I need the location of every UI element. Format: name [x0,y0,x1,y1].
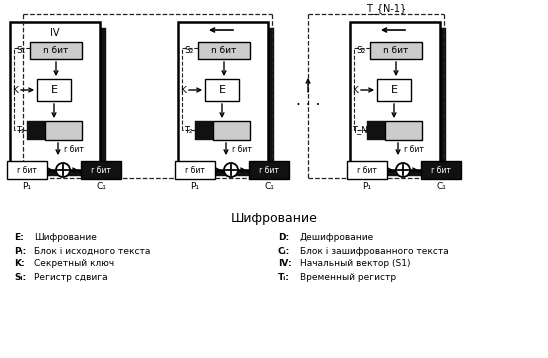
Text: T_{N-1}: T_{N-1} [366,4,406,14]
Text: E: E [50,85,58,95]
Text: n бит: n бит [212,45,237,54]
Text: r бит: r бит [64,145,84,154]
Bar [10,22,100,170]
Text: IV: IV [50,28,60,38]
Text: IV:: IV: [278,260,292,268]
Text: Временный регистр: Временный регистр [300,272,396,281]
Bar [16,170,106,176]
Text: S₂: S₂ [356,45,366,54]
Text: K:: K: [14,260,25,268]
Text: Pᵢ:: Pᵢ: [14,247,26,256]
Text: r бит: r бит [185,165,205,174]
Text: Sᵢ:: Sᵢ: [14,272,26,281]
Bar [268,28,274,176]
Text: K: K [352,86,358,95]
Bar [347,161,387,179]
Bar [7,161,47,179]
Bar [27,121,45,140]
Text: S₁: S₁ [16,45,26,54]
Text: n бит: n бит [43,45,68,54]
Text: P₁: P₁ [362,182,372,190]
Bar [37,79,71,101]
Text: E: E [219,85,225,95]
Bar [370,42,422,59]
Bar [198,42,250,59]
Text: D:: D: [278,233,289,242]
Text: r бит: r бит [91,165,111,174]
Text: Начальный вектор (S1): Начальный вектор (S1) [300,260,410,268]
Text: Cᵢ:: Cᵢ: [278,247,290,256]
Text: · · ·: · · · [296,97,320,112]
Bar [30,42,82,59]
Text: K: K [180,86,186,95]
Bar [377,79,411,101]
Text: Дешифрование: Дешифрование [300,233,374,242]
Bar [356,170,446,176]
Text: P₁: P₁ [22,182,31,190]
Text: r бит: r бит [431,165,451,174]
Circle shape [224,163,238,177]
Text: Секретный ключ: Секретный ключ [34,260,114,268]
Bar [45,121,82,140]
Bar [249,161,289,179]
Bar [421,161,461,179]
Text: Блок i зашифрованного текста: Блок i зашифрованного текста [300,247,449,256]
Text: S₂: S₂ [184,45,193,54]
Text: n бит: n бит [383,45,409,54]
Bar [350,22,440,170]
Text: T₂: T₂ [184,126,192,135]
Bar [440,28,446,176]
Text: T_N: T_N [352,126,368,135]
Bar [385,121,422,140]
Bar [367,121,385,140]
Bar [184,170,274,176]
Bar [175,161,215,179]
Circle shape [56,163,70,177]
Text: K: K [12,86,18,95]
Text: T₁: T₁ [16,126,24,135]
Bar [213,121,250,140]
Text: Шифрование: Шифрование [231,212,317,224]
Text: Блок i исходного текста: Блок i исходного текста [34,247,150,256]
Text: r бит: r бит [17,165,37,174]
Bar [178,22,268,170]
Text: C₁: C₁ [96,182,106,190]
Bar [195,121,213,140]
Text: E:: E: [14,233,24,242]
Text: C₁: C₁ [264,182,274,190]
Circle shape [396,163,410,177]
Bar [100,28,106,176]
Bar [81,161,121,179]
Text: C₁: C₁ [436,182,446,190]
Bar [205,79,239,101]
Text: Шифрование: Шифрование [34,233,97,242]
Text: r бит: r бит [259,165,279,174]
Text: Регистр сдвига: Регистр сдвига [34,272,107,281]
Text: r бит: r бит [404,145,424,154]
Text: Tᵢ:: Tᵢ: [278,272,290,281]
Text: r бит: r бит [357,165,377,174]
Text: r бит: r бит [232,145,252,154]
Text: E: E [391,85,397,95]
Text: P₁: P₁ [191,182,199,190]
